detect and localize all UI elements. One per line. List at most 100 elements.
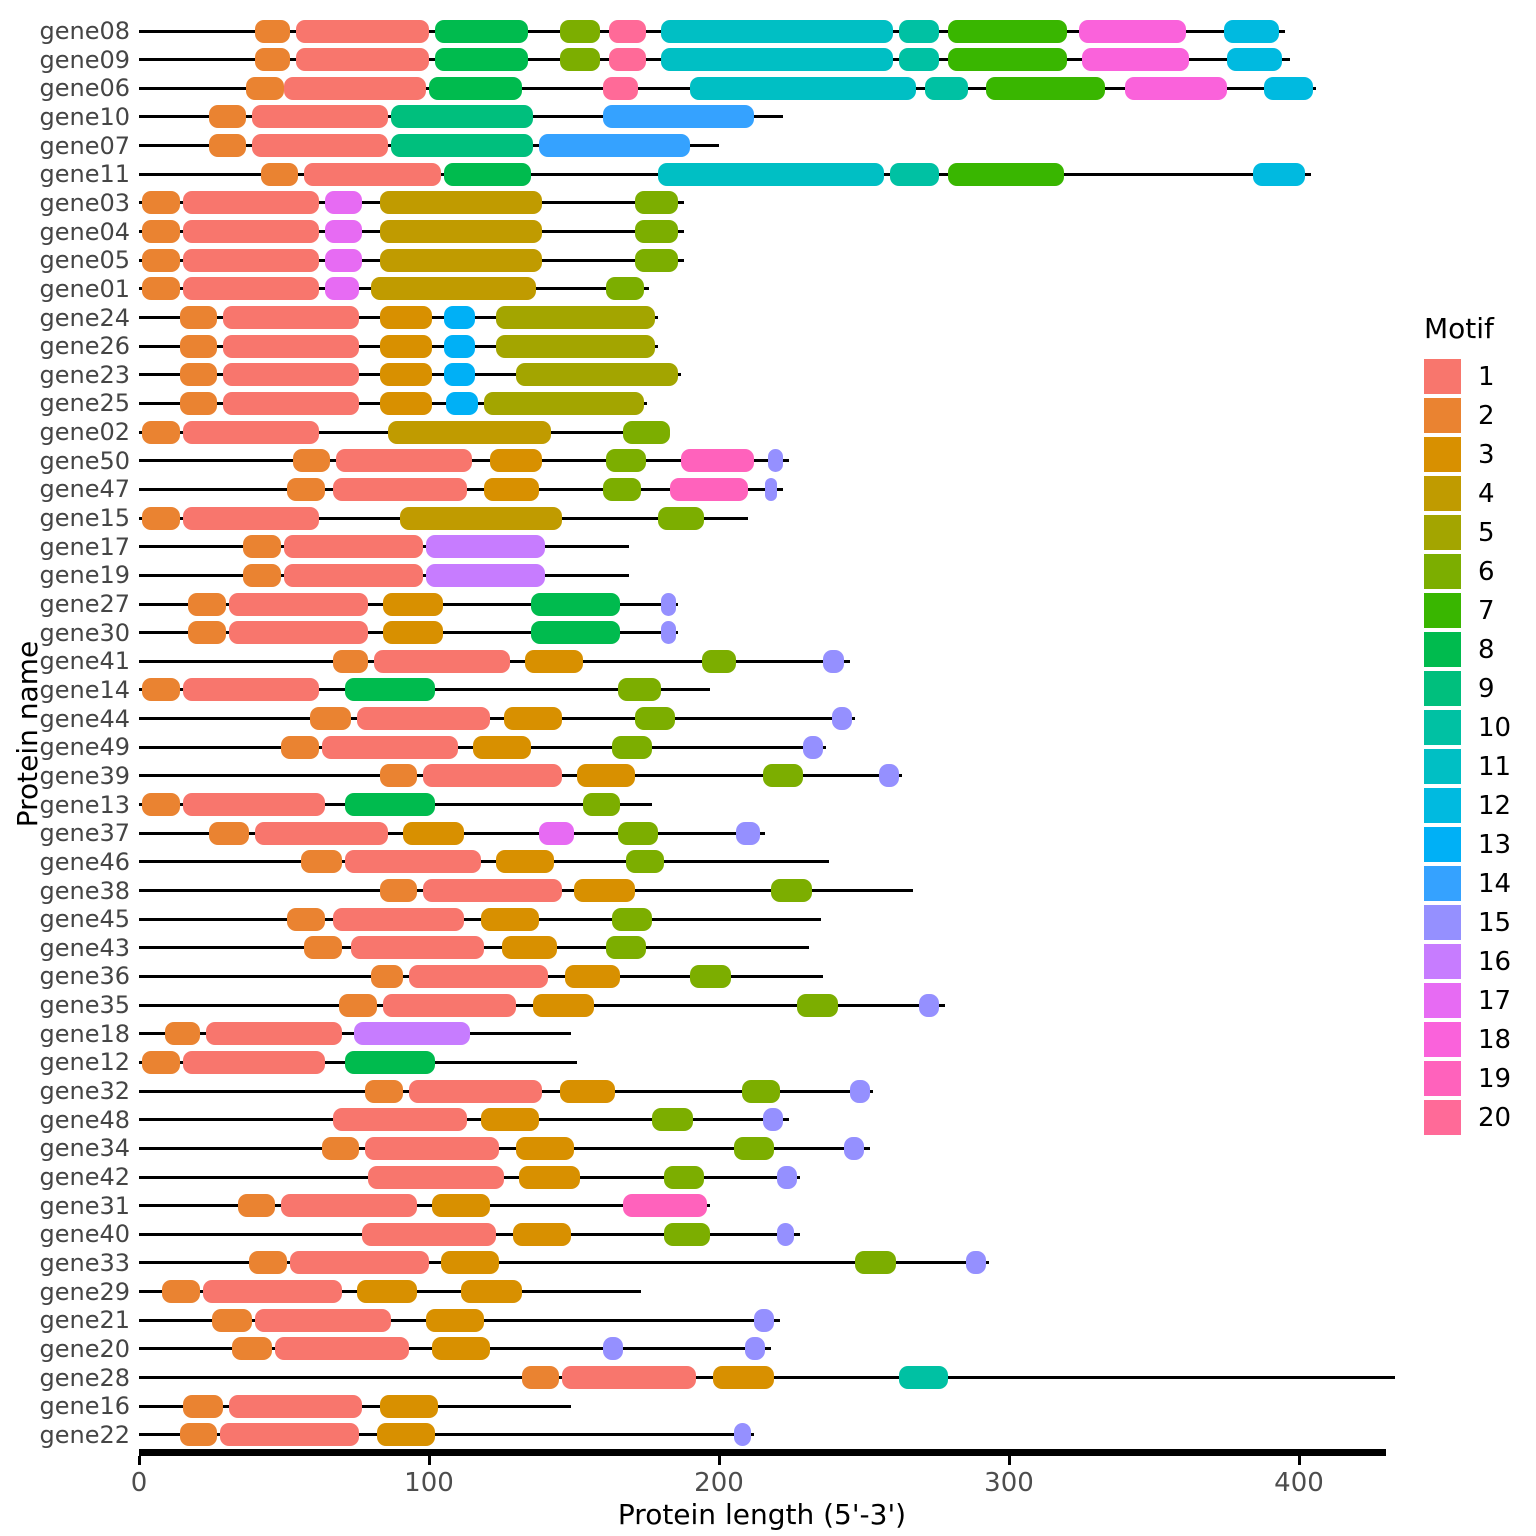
legend-swatch bbox=[1424, 944, 1461, 979]
motif-2-block bbox=[208, 105, 247, 129]
motif-4-block bbox=[400, 506, 563, 530]
motif-6-block bbox=[623, 420, 670, 444]
motif-5-block bbox=[495, 334, 656, 358]
motif-6-block bbox=[559, 19, 601, 43]
motif-3-block bbox=[565, 964, 621, 988]
motif-3-block bbox=[356, 1280, 418, 1304]
legend-label: 4 bbox=[1478, 478, 1495, 509]
motif-3-block bbox=[518, 1165, 580, 1189]
gene-label: gene48 bbox=[39, 1105, 130, 1134]
legend-swatch bbox=[1424, 398, 1461, 433]
motif-6-block bbox=[626, 850, 664, 874]
gene-label: gene05 bbox=[39, 246, 130, 275]
gene-label: gene22 bbox=[39, 1420, 130, 1449]
x-tick-label: 100 bbox=[404, 1468, 454, 1498]
motif-10-block bbox=[898, 1366, 949, 1390]
motif-2-block bbox=[179, 363, 218, 387]
motif-17-block bbox=[324, 248, 363, 272]
motif-6-block bbox=[617, 821, 659, 845]
motif-6-block bbox=[634, 191, 679, 215]
motif-2-block bbox=[286, 477, 325, 501]
gene-label: gene33 bbox=[39, 1248, 130, 1277]
protein-length-line bbox=[139, 917, 821, 921]
x-tick-label: 200 bbox=[694, 1468, 744, 1498]
motif-15-block bbox=[919, 993, 940, 1017]
motif-1-block bbox=[228, 621, 369, 645]
gene-label: gene40 bbox=[39, 1220, 130, 1249]
motif-4-block bbox=[388, 420, 551, 444]
motif-3-block bbox=[382, 621, 444, 645]
motif-1-block bbox=[220, 1423, 360, 1447]
motif-2-block bbox=[141, 277, 180, 301]
motif-8-block bbox=[530, 592, 621, 616]
motif-1-block bbox=[182, 678, 319, 702]
motif-16-block bbox=[426, 563, 545, 587]
legend-item-motif-10: 10 bbox=[1424, 710, 1511, 745]
motif-1-block bbox=[182, 793, 325, 817]
gene-label: gene12 bbox=[39, 1048, 130, 1077]
motif-15-block bbox=[753, 1308, 775, 1332]
motif-3-block bbox=[460, 1280, 522, 1304]
legend-label: 18 bbox=[1478, 1024, 1512, 1055]
motif-1-block bbox=[202, 1280, 342, 1304]
motif-18-block bbox=[1125, 76, 1227, 100]
motif-15-block bbox=[765, 477, 777, 501]
motif-1-block bbox=[321, 735, 458, 759]
gene-label: gene14 bbox=[39, 675, 130, 704]
motif-2-block bbox=[141, 248, 180, 272]
legend-swatch bbox=[1424, 1022, 1461, 1057]
motif-6-block bbox=[605, 936, 647, 960]
motif-12-block bbox=[1226, 48, 1282, 72]
motif-3-block bbox=[431, 1337, 490, 1361]
motif-15-block bbox=[768, 449, 783, 473]
legend-label: 8 bbox=[1478, 634, 1495, 665]
x-axis-title: Protein length (5'-3') bbox=[617, 1498, 907, 1531]
motif-6-block bbox=[762, 764, 804, 788]
motif-15-block bbox=[762, 1108, 783, 1132]
motif-3-block bbox=[379, 1394, 438, 1418]
legend-swatch bbox=[1424, 983, 1461, 1018]
motif-1-block bbox=[182, 248, 319, 272]
legend-label: 5 bbox=[1478, 517, 1495, 548]
motif-11-block bbox=[690, 76, 917, 100]
motif-2-block bbox=[379, 764, 418, 788]
motif-1-block bbox=[423, 764, 563, 788]
legend-label: 10 bbox=[1478, 712, 1512, 743]
motif-8-block bbox=[434, 19, 528, 43]
legend-swatch bbox=[1424, 905, 1461, 940]
gene-label: gene43 bbox=[39, 933, 130, 962]
motif-15-block bbox=[849, 1079, 870, 1103]
motif-3-block bbox=[379, 363, 432, 387]
gene-label: gene16 bbox=[39, 1392, 130, 1421]
motif-17-block bbox=[539, 821, 574, 845]
motif-15-block bbox=[661, 592, 676, 616]
protein-length-line bbox=[139, 860, 830, 864]
legend-swatch bbox=[1424, 359, 1461, 394]
motif-15-block bbox=[777, 1165, 798, 1189]
motif-10-block bbox=[898, 48, 940, 72]
motif-15-block bbox=[832, 707, 853, 731]
motif-2-block bbox=[379, 879, 418, 902]
gene-label: gene02 bbox=[39, 418, 130, 447]
motif-10-block bbox=[898, 19, 940, 43]
gene-label: gene15 bbox=[39, 504, 130, 533]
gene-label: gene50 bbox=[39, 446, 130, 475]
motif-6-block bbox=[617, 678, 661, 702]
motif-1-block bbox=[255, 1308, 392, 1332]
gene-label: gene04 bbox=[39, 217, 130, 246]
motif-3-block bbox=[440, 1251, 499, 1275]
x-tick bbox=[1007, 1456, 1011, 1465]
legend-swatch bbox=[1424, 866, 1461, 901]
motif-1-block bbox=[333, 477, 467, 501]
motif-15-block bbox=[803, 735, 824, 759]
motif-1-block bbox=[336, 449, 473, 473]
protein-length-line bbox=[139, 717, 856, 721]
motif-1-block bbox=[289, 1251, 429, 1275]
motif-6-block bbox=[634, 707, 676, 731]
motif-3-block bbox=[501, 936, 557, 960]
motif-2-block bbox=[188, 621, 226, 645]
motif-2-block bbox=[255, 19, 290, 43]
gene-label: gene46 bbox=[39, 847, 130, 876]
motif-15-block bbox=[661, 621, 676, 645]
